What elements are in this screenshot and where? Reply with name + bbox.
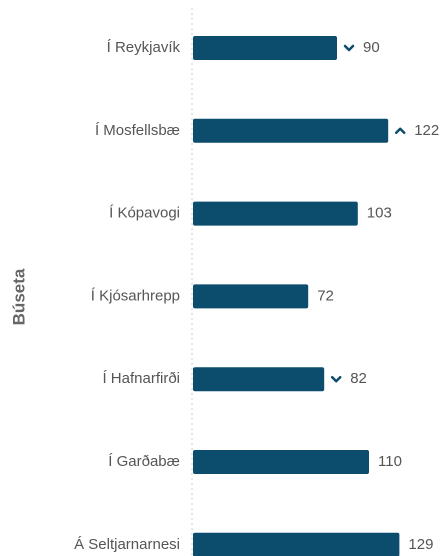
bar	[193, 367, 325, 392]
category-label: Í Mosfellsbæ	[95, 122, 180, 139]
category-label: Á Seltjarnarnesi	[74, 536, 180, 553]
bar	[193, 201, 358, 226]
category-label: Í Kjósarhrepp	[91, 287, 180, 304]
bar	[193, 36, 337, 60]
value-label: 82	[350, 370, 367, 387]
bar	[193, 284, 309, 309]
trend-icon	[343, 44, 355, 52]
category-label: Í Kópavogi	[109, 205, 180, 222]
value-label: 122	[414, 122, 439, 139]
category-label: Í Garðabæ	[108, 453, 180, 470]
trend-icon	[330, 375, 342, 383]
value-label: 110	[378, 453, 402, 470]
bar	[193, 450, 369, 474]
bar	[193, 118, 389, 143]
category-label: Í Reykjavík	[107, 39, 181, 56]
value-label: 72	[317, 287, 334, 304]
bar	[193, 532, 400, 556]
value-label: 129	[408, 536, 433, 553]
trend-icon	[394, 127, 406, 135]
category-label: Í Hafnarfirði	[102, 370, 180, 387]
y-axis-label: Búseta	[9, 268, 28, 325]
value-label: 103	[367, 205, 392, 222]
value-label: 90	[363, 39, 380, 56]
